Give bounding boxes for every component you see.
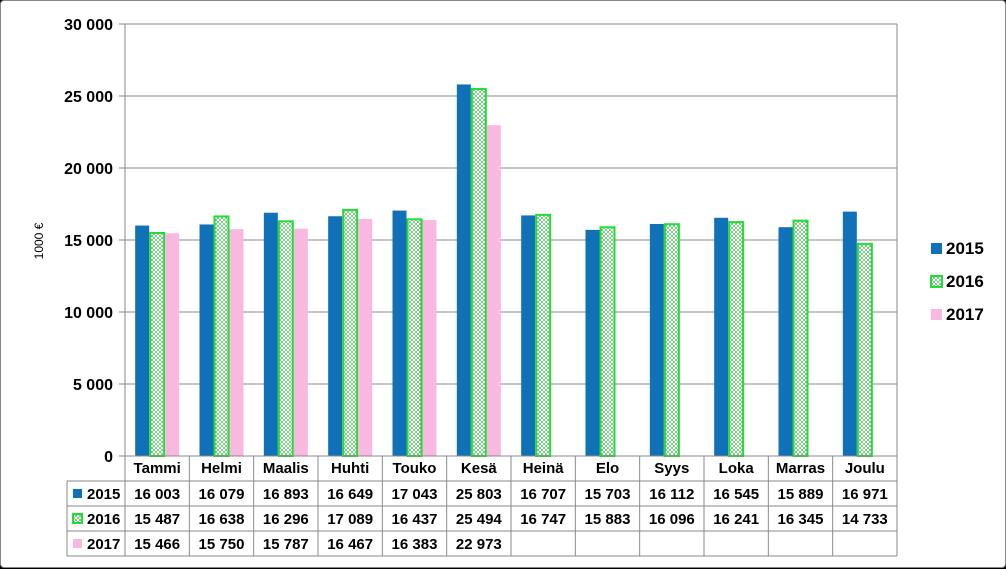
- bar-2017-Kesä: [486, 125, 501, 457]
- table-cell: 25 494: [456, 511, 503, 528]
- table-key-2016: [72, 513, 83, 524]
- table-cell: 16 893: [263, 486, 309, 503]
- table-cell: 16 096: [649, 511, 695, 528]
- y-tick-label: 0: [104, 449, 113, 466]
- category-label: Joulu: [845, 460, 885, 477]
- table-cell: 16 383: [392, 536, 438, 553]
- bar-2015-Helmi: [199, 224, 214, 456]
- legend: 2015 2016 2017: [930, 239, 984, 324]
- table-cell: 15 487: [134, 511, 180, 528]
- bar-2017-Helmi: [229, 229, 244, 456]
- bar-2016-Syys: [663, 223, 680, 457]
- bars: [135, 84, 873, 457]
- table-cell: 17 043: [392, 486, 438, 503]
- legend-label: 2017: [946, 305, 984, 324]
- table-cell: 16 707: [520, 486, 566, 503]
- y-tick-label: 15 000: [64, 233, 113, 250]
- legend-key-2017: [931, 309, 942, 320]
- bar-2016-Marras: [792, 219, 809, 457]
- y-tick-label: 20 000: [64, 161, 113, 178]
- y-tick-label: 30 000: [64, 17, 113, 34]
- bar-2015-Tammi: [135, 225, 150, 456]
- bar-2015-Heinä: [521, 215, 536, 456]
- data-table: Tammi Helmi Maalis Huhti Touko Kesä Heinä Elo Sy…: [66, 455, 898, 557]
- table-cell: 15 703: [585, 486, 631, 503]
- bar-2017-Huhti: [358, 218, 373, 456]
- category-label: Elo: [596, 460, 619, 477]
- table-cell: 16 649: [327, 486, 373, 503]
- category-label: Kesä: [461, 460, 498, 477]
- table-cell: 16 112: [649, 486, 694, 503]
- bar-2016-Huhti: [342, 208, 359, 457]
- bar-2015-Huhti: [328, 216, 343, 456]
- y-axis-label: 1000 €: [32, 222, 46, 259]
- bar-2015-Elo: [585, 229, 600, 456]
- bar-2015-Kesä: [456, 84, 471, 456]
- bar-2016-Tammi: [149, 231, 166, 457]
- table-series-name: 2015: [87, 486, 120, 503]
- category-label: Tammi: [134, 460, 181, 477]
- table-cell: 17 089: [327, 511, 373, 528]
- table-cell: 15 750: [199, 536, 245, 553]
- category-label: Marras: [776, 460, 825, 477]
- bar-2016-Kesä: [470, 87, 487, 457]
- gridlines: [119, 23, 898, 457]
- category-label: Syys: [654, 460, 689, 477]
- table-series-name: 2016: [87, 511, 120, 528]
- legend-label: 2016: [946, 272, 984, 291]
- bar-2016-Maalis: [277, 220, 294, 457]
- bar-2016-Heinä: [535, 213, 552, 457]
- category-label: Maalis: [263, 460, 309, 477]
- table-series-name: 2017: [87, 536, 120, 553]
- bar-2015-Loka: [714, 217, 729, 456]
- category-label: Touko: [393, 460, 437, 477]
- table-cell: 15 889: [778, 486, 824, 503]
- bar-2015-Marras: [778, 227, 793, 456]
- legend-key-2016: [930, 275, 943, 288]
- bar-2016-Loka: [728, 221, 745, 457]
- bar-2015-Touko: [392, 210, 407, 456]
- bar-2016-Touko: [406, 218, 423, 457]
- table-cell: 22 973: [456, 536, 502, 553]
- y-tick-label: 10 000: [64, 305, 113, 322]
- table-cell: 16 296: [263, 511, 309, 528]
- table-key-2015: [73, 489, 82, 498]
- y-tick-label: 5 000: [73, 377, 113, 394]
- bar-2017-Touko: [422, 220, 437, 456]
- bar-2015-Maalis: [263, 212, 278, 456]
- table-cell: 16 437: [392, 511, 438, 528]
- table-cell: 16 345: [778, 511, 824, 528]
- table-key-2017: [73, 539, 82, 548]
- table-cell: 16 747: [520, 511, 566, 528]
- legend-label: 2015: [946, 239, 984, 258]
- bar-2015-Syys: [649, 223, 664, 456]
- table-cell: 15 883: [585, 511, 631, 528]
- table-cell: 16 079: [199, 486, 245, 503]
- category-label: Loka: [719, 460, 755, 477]
- legend-key-2015: [931, 243, 942, 254]
- table-cell: 16 003: [134, 486, 180, 503]
- table-cell: 15 787: [263, 536, 309, 553]
- bar-2015-Joulu: [842, 211, 857, 456]
- y-axis-ticks: 0 5 000 10 000 15 000 20 000 25 000 30 000: [64, 17, 113, 466]
- table-cell: 16 545: [713, 486, 759, 503]
- category-label: Helmi: [201, 460, 242, 477]
- bar-2017-Tammi: [165, 233, 180, 456]
- table-cell: 15 466: [134, 536, 180, 553]
- bar-2017-Maalis: [293, 228, 308, 456]
- category-label: Huhti: [331, 460, 369, 477]
- table-cell: 16 638: [199, 511, 245, 528]
- y-tick-label: 25 000: [64, 89, 113, 106]
- table-cell: 25 803: [456, 486, 502, 503]
- table-cell: 16 971: [842, 486, 888, 503]
- table-cell: 14 733: [842, 511, 888, 528]
- table-cell: 16 241: [713, 511, 759, 528]
- category-label: Heinä: [523, 460, 565, 477]
- bar-2016-Helmi: [213, 215, 230, 457]
- table-cell: 16 467: [327, 536, 373, 553]
- bar-2016-Elo: [599, 226, 616, 457]
- bar-2016-Joulu: [856, 242, 873, 457]
